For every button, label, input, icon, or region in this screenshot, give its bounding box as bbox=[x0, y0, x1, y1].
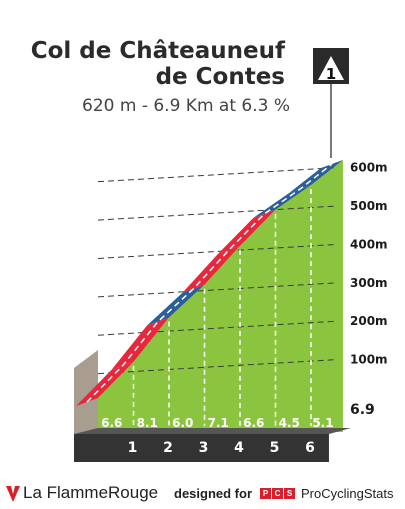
gradient-label: 8.1 bbox=[137, 416, 158, 430]
km-marker: 5 bbox=[270, 440, 280, 456]
pcs-letter: C bbox=[272, 488, 284, 499]
elevation-profile-chart: 1 100m 200m 300m 400m 500m 600m 6.6 8.1 6.0 7.1 6.6… bbox=[74, 48, 388, 462]
brand-logo: La FlammeRouge bbox=[6, 483, 158, 503]
gradient-band bbox=[111, 317, 169, 370]
category-flag: 1 bbox=[313, 48, 349, 84]
grid-lines bbox=[97, 167, 337, 426]
y-tick-label: 400m bbox=[350, 237, 388, 251]
km-marker: 6 bbox=[305, 440, 315, 456]
climb-title-line1: Col de Châteauneuf bbox=[30, 38, 285, 64]
end-distance-label: 6.9 bbox=[350, 402, 375, 418]
y-tick-label: 500m bbox=[350, 199, 388, 213]
pcs-name: ProCyclingStats bbox=[301, 486, 394, 501]
designed-for: designed for P C S ProCyclingStats bbox=[174, 486, 394, 501]
base-strip-top bbox=[74, 428, 351, 434]
gradient-label: 4.5 bbox=[279, 416, 300, 430]
footer: La FlammeRouge designed for P C S ProCyc… bbox=[0, 480, 405, 509]
gradient-label: 6.0 bbox=[172, 416, 193, 430]
pcs-logo: P C S bbox=[260, 488, 296, 499]
y-tick-label: 300m bbox=[350, 276, 388, 290]
category-label: 1 bbox=[326, 65, 336, 83]
y-tick-label: 200m bbox=[350, 314, 388, 328]
ridge-line bbox=[86, 163, 333, 403]
climb-title-line2: de Contes bbox=[155, 64, 285, 90]
grid-line bbox=[97, 167, 337, 183]
gradient-label: 6.6 bbox=[243, 416, 264, 430]
gradient-label: 5.1 bbox=[312, 416, 333, 430]
pcs-letter: S bbox=[284, 488, 296, 499]
km-marker: 3 bbox=[199, 440, 209, 456]
profile-side-wall bbox=[74, 350, 98, 434]
base-strip bbox=[74, 434, 329, 462]
y-tick-label: 100m bbox=[350, 353, 388, 367]
brand-name: La FlammeRouge bbox=[23, 483, 159, 502]
climb-title: Col de Châteauneuf de Contes bbox=[31, 38, 285, 90]
km-marker: 1 bbox=[128, 440, 138, 456]
climb-stats: 620 m - 6.9 Km at 6.3 % bbox=[82, 96, 290, 116]
gradient-label: 6.6 bbox=[101, 416, 122, 430]
flamme-rouge-icon bbox=[6, 486, 20, 502]
category-triangle bbox=[318, 56, 344, 80]
y-tick-label: 600m bbox=[350, 161, 388, 175]
pcs-letter: P bbox=[260, 488, 272, 499]
km-marker: 2 bbox=[163, 440, 173, 456]
profile-area bbox=[98, 160, 343, 432]
gradient-label: 7.1 bbox=[208, 416, 229, 430]
designed-for-label: designed for bbox=[174, 486, 253, 501]
km-marker: 4 bbox=[234, 440, 244, 456]
